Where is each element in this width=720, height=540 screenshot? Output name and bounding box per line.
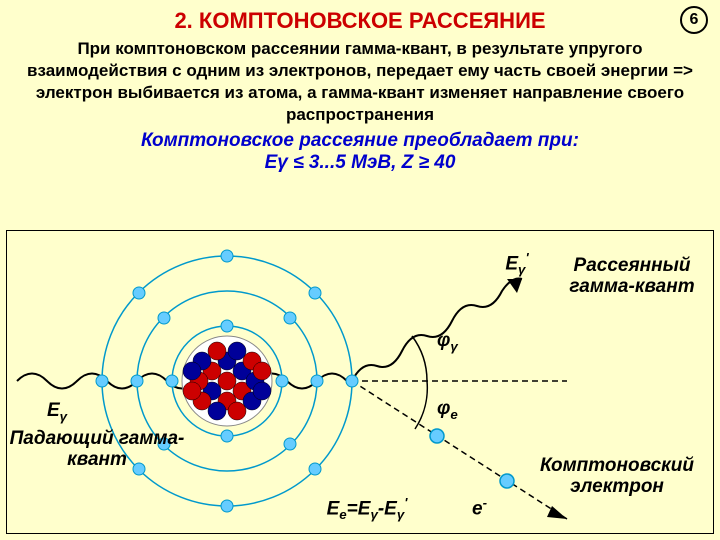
incident-label: Падающий гамма-квант [7, 429, 187, 471]
page-number: 6 [680, 6, 708, 34]
electron-symbol: e- [472, 496, 487, 520]
incident-symbol: Eγ [17, 401, 97, 424]
description-text: При комптоновском рассеянии гамма-квант,… [0, 34, 720, 126]
electron-label: Комптоновский электрон [517, 456, 717, 498]
page-title: 2. КОМПТОНОВСКОЕ РАССЕЯНИЕ [0, 0, 720, 34]
scattered-label: Рассеянный гамма-квант [547, 256, 717, 298]
condition-line2: Eγ ≤ 3...5 МэВ, Z ≥ 40 [0, 152, 720, 174]
angle-e: φe [437, 399, 458, 422]
energy-formula: Ee=Eγ-Eγ' [287, 496, 447, 523]
condition-line1: Комптоновское рассеяние преобладает при: [0, 126, 720, 152]
scattered-symbol: Eγ' [487, 251, 547, 278]
diagram-box: Eγ Падающий гамма-квант Eγ' Рассеянный г… [6, 230, 714, 534]
angle-gamma: φγ [437, 331, 458, 354]
